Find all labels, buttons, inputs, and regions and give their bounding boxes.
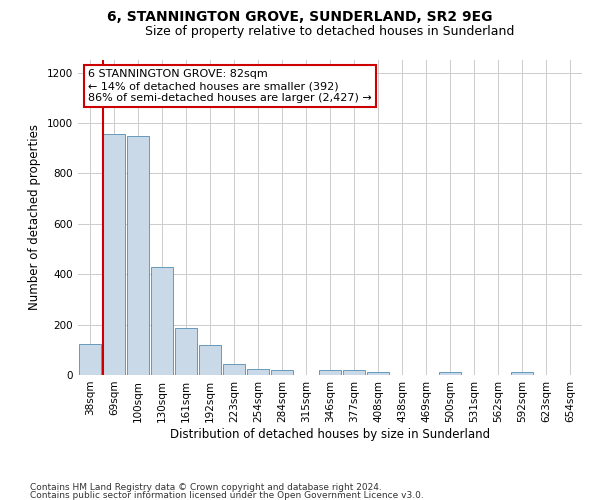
Bar (79, 344, 101, 375)
Bar (247, 370, 269, 375)
Bar (175, 328, 197, 375)
Text: 6, STANNINGTON GROVE, SUNDERLAND, SR2 9EG: 6, STANNINGTON GROVE, SUNDERLAND, SR2 9E… (107, 10, 493, 24)
Bar (151, 267, 173, 375)
Bar (199, 345, 221, 375)
Bar (223, 364, 245, 375)
Bar (367, 372, 389, 375)
Bar (439, 372, 461, 375)
Text: Contains HM Land Registry data © Crown copyright and database right 2024.: Contains HM Land Registry data © Crown c… (30, 484, 382, 492)
Text: Contains public sector information licensed under the Open Government Licence v3: Contains public sector information licen… (30, 490, 424, 500)
Bar (271, 370, 293, 375)
Text: 6 STANNINGTON GROVE: 82sqm
← 14% of detached houses are smaller (392)
86% of sem: 6 STANNINGTON GROVE: 82sqm ← 14% of deta… (88, 70, 372, 102)
Bar (319, 370, 341, 375)
Title: Size of property relative to detached houses in Sunderland: Size of property relative to detached ho… (145, 25, 515, 38)
Bar (127, 136, 149, 375)
Bar (511, 372, 533, 375)
Bar (103, 134, 125, 375)
X-axis label: Distribution of detached houses by size in Sunderland: Distribution of detached houses by size … (170, 428, 490, 440)
Y-axis label: Number of detached properties: Number of detached properties (28, 124, 41, 310)
Bar (343, 370, 365, 375)
